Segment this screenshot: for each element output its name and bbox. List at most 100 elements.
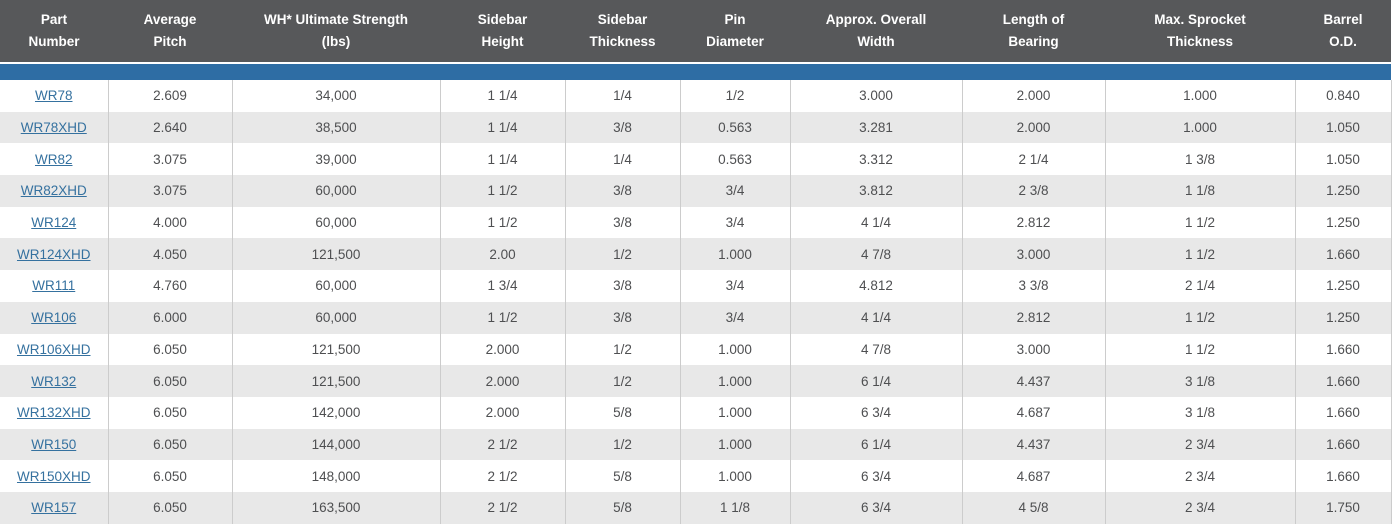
cell-barrel-o-d: 1.660 [1295,396,1392,429]
cell-sidebar-thickness: 5/8 [565,460,681,492]
cell-sidebar-thickness: 1/2 [565,238,681,271]
cell-pin-diameter: 1.000 [680,238,791,271]
cell-average-pitch: 4.760 [108,270,233,302]
part-number-cell: WR106XHD [0,333,109,366]
cell-average-pitch: 4.000 [108,206,233,239]
cell-pin-diameter: 3/4 [680,175,791,207]
part-number-cell: WR132 [0,365,109,397]
cell-sidebar-height: 2.000 [440,333,566,366]
column-header-length-of-bearing: Length of Bearing [962,0,1105,63]
cell-wh-ultimate-strength-lbs: 60,000 [232,175,441,207]
cell-sidebar-thickness: 1/2 [565,428,681,461]
cell-average-pitch: 6.050 [108,491,233,524]
cell-approx-overall-width: 3.312 [790,143,963,176]
cell-barrel-o-d: 1.660 [1295,460,1392,492]
part-number-cell: WR150XHD [0,460,109,492]
cell-sidebar-height: 2 1/2 [440,491,566,524]
table-header-row: Part Number Average Pitch WH* Ultimate Str… [0,0,1391,63]
cell-barrel-o-d: 1.660 [1295,333,1392,366]
part-number-cell: WR78XHD [0,111,109,144]
part-number-link[interactable]: WR124 [31,215,77,231]
cell-pin-diameter: 1.000 [680,365,791,397]
cell-sidebar-thickness: 3/8 [565,206,681,239]
cell-barrel-o-d: 1.660 [1295,365,1392,397]
cell-pin-diameter: 1.000 [680,333,791,366]
cell-average-pitch: 6.050 [108,460,233,492]
cell-approx-overall-width: 6 3/4 [790,396,963,429]
cell-length-of-bearing: 4.687 [962,396,1106,429]
table-row-wr132xhd: WR132XHD 6.050 142,000 2.000 5/8 1.000 6 3/4 4.… [0,396,1392,429]
part-number-cell: WR124XHD [0,238,109,271]
cell-sidebar-height: 2 1/2 [440,428,566,461]
table-row-wr124xhd: WR124XHD 4.050 121,500 2.00 1/2 1.000 4 7/8 3.0… [0,238,1392,271]
column-header-approx-overall-width: Approx. Overall Width [790,0,962,63]
cell-max-sprocket-thickness: 2 3/4 [1105,428,1296,461]
cell-approx-overall-width: 4.812 [790,270,963,302]
column-header-part-number: Part Number [0,0,108,63]
cell-barrel-o-d: 1.250 [1295,301,1392,334]
part-number-link[interactable]: WR132XHD [16,405,91,421]
cell-max-sprocket-thickness: 1 1/2 [1105,301,1296,334]
cell-pin-diameter: 1/2 [680,80,791,112]
cell-sidebar-height: 1 1/4 [440,143,566,176]
column-header-max-sprocket-thickness: Max. Sprocket Thickness [1105,0,1295,63]
cell-approx-overall-width: 3.812 [790,175,963,207]
part-number-cell: WR82XHD [0,175,109,207]
part-number-link[interactable]: WR78 [34,88,73,104]
cell-average-pitch: 6.050 [108,428,233,461]
cell-wh-ultimate-strength-lbs: 39,000 [232,143,441,176]
cell-pin-diameter: 3/4 [680,270,791,302]
part-number-cell: WR157 [0,491,109,524]
cell-length-of-bearing: 4.687 [962,460,1106,492]
cell-approx-overall-width: 4 7/8 [790,238,963,271]
cell-wh-ultimate-strength-lbs: 60,000 [232,301,441,334]
cell-barrel-o-d: 1.660 [1295,238,1392,271]
cell-max-sprocket-thickness: 1.000 [1105,111,1296,144]
part-number-link[interactable]: WR106 [31,310,77,326]
cell-length-of-bearing: 4 5/8 [962,491,1106,524]
cell-max-sprocket-thickness: 2 3/4 [1105,460,1296,492]
cell-wh-ultimate-strength-lbs: 163,500 [232,491,441,524]
part-number-link[interactable]: WR82 [34,151,73,167]
cell-average-pitch: 3.075 [108,143,233,176]
cell-sidebar-thickness: 5/8 [565,491,681,524]
cell-pin-diameter: 1.000 [680,396,791,429]
cell-pin-diameter: 1.000 [680,428,791,461]
cell-sidebar-thickness: 1/2 [565,333,681,366]
table-row-wr150: WR150 6.050 144,000 2 1/2 1/2 1.000 6 1/4 4.437… [0,428,1392,461]
part-number-cell: WR132XHD [0,396,109,429]
cell-wh-ultimate-strength-lbs: 121,500 [232,238,441,271]
cell-sidebar-height: 1 3/4 [440,270,566,302]
part-number-link[interactable]: WR82XHD [20,183,87,199]
table-header: Part Number Average Pitch WH* Ultimate Str… [0,0,1391,63]
part-number-link[interactable]: WR150XHD [16,468,91,484]
cell-length-of-bearing: 2.000 [962,80,1106,112]
cell-sidebar-height: 1 1/2 [440,301,566,334]
part-number-link[interactable]: WR150 [31,436,77,452]
part-number-link[interactable]: WR78XHD [20,120,87,136]
cell-average-pitch: 6.050 [108,396,233,429]
cell-max-sprocket-thickness: 1 1/2 [1105,206,1296,239]
cell-max-sprocket-thickness: 3 1/8 [1105,365,1296,397]
cell-sidebar-height: 2 1/2 [440,460,566,492]
cell-sidebar-thickness: 1/4 [565,143,681,176]
part-number-link[interactable]: WR157 [31,500,77,516]
part-number-cell: WR124 [0,206,109,239]
cell-length-of-bearing: 4.437 [962,428,1106,461]
accent-bar-row [0,62,1391,80]
cell-average-pitch: 6.050 [108,365,233,397]
cell-barrel-o-d: 1.250 [1295,270,1392,302]
part-number-link[interactable]: WR124XHD [16,246,91,262]
cell-sidebar-thickness: 3/8 [565,175,681,207]
cell-pin-diameter: 0.563 [680,143,791,176]
cell-average-pitch: 2.640 [108,111,233,144]
cell-wh-ultimate-strength-lbs: 148,000 [232,460,441,492]
part-number-link[interactable]: WR111 [32,278,76,294]
cell-length-of-bearing: 2 3/8 [962,175,1106,207]
cell-length-of-bearing: 3.000 [962,333,1106,366]
accent-bar-section [0,62,1391,80]
cell-sidebar-height: 2.00 [440,238,566,271]
part-number-cell: WR111 [0,270,109,302]
part-number-link[interactable]: WR132 [31,373,77,389]
part-number-link[interactable]: WR106XHD [16,341,91,357]
